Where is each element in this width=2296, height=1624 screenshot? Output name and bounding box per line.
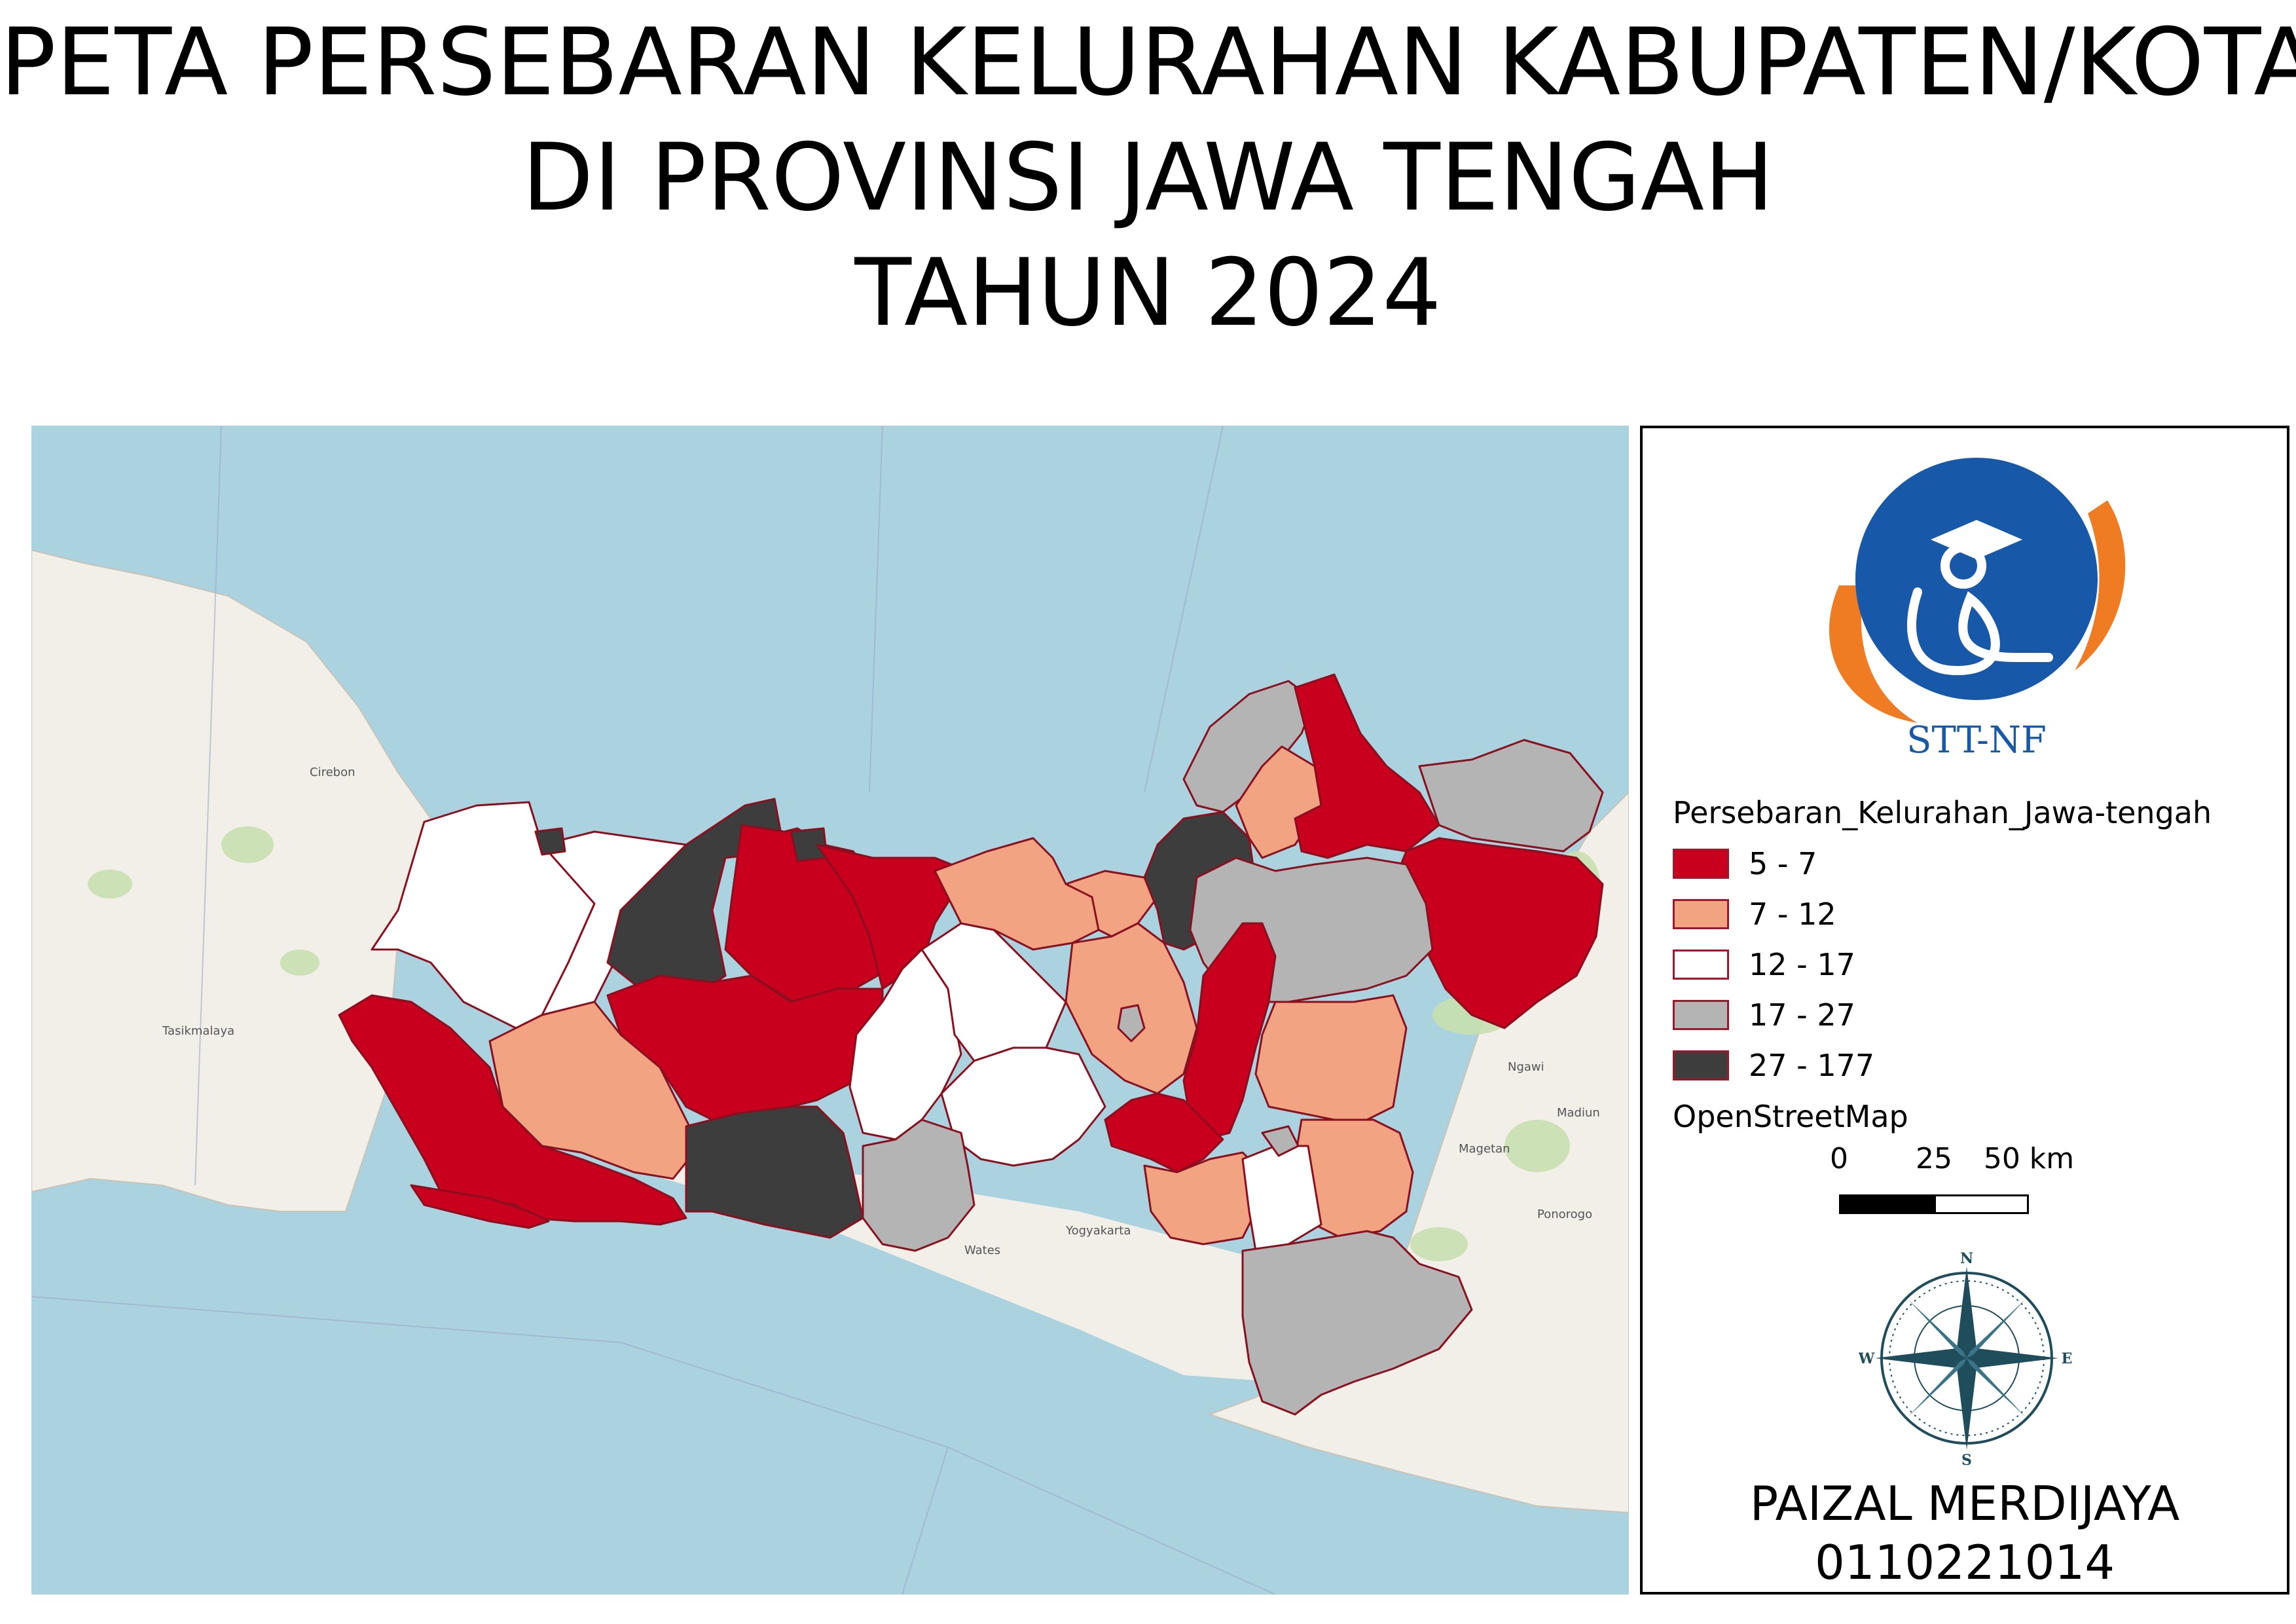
map-title: PETA PERSEBARAN KELURAHAN KABUPATEN/KOTA… (0, 0, 2296, 351)
author-id: 0110221014 (1814, 1535, 2115, 1590)
scale-tick-label: 0 (1830, 1142, 1848, 1175)
region-jepara[interactable] (1182, 680, 1316, 813)
compass-rose-icon: N S E W (1859, 1250, 2073, 1466)
legend-swatch (1673, 1000, 1729, 1030)
basemap-label: OpenStreetMap (1673, 1099, 1908, 1134)
label-tasikmalaya: Tasikmalaya (162, 1024, 234, 1038)
region-nusakambangan[interactable] (410, 1184, 550, 1229)
label-cirebon: Cirebon (310, 766, 355, 779)
scale-segment-black (1839, 1194, 1934, 1214)
label-ponorogo: Ponorogo (1537, 1208, 1592, 1221)
compass-s: S (1961, 1452, 1972, 1466)
legend-label: 7 - 12 (1749, 896, 1836, 932)
regions (338, 673, 1604, 1416)
label-wates: Wates (964, 1244, 1000, 1257)
legend-swatch (1673, 849, 1729, 879)
legend-label: 12 - 17 (1749, 947, 1855, 982)
legend-item: 5 - 7 (1673, 846, 1817, 881)
region-purworejo[interactable] (862, 1118, 975, 1252)
legend-label: 5 - 7 (1749, 846, 1817, 881)
legend-label: 17 - 27 (1749, 997, 1855, 1033)
legend-item: 17 - 27 (1673, 997, 1855, 1033)
region-boyolali[interactable] (1182, 922, 1277, 1141)
region-kota-pekalongan[interactable] (790, 827, 828, 862)
legend-item: 27 - 177 (1673, 1048, 1875, 1083)
legend-item: 7 - 12 (1673, 896, 1836, 932)
legend-item: 12 - 17 (1673, 947, 1855, 982)
map-canvas[interactable]: Cirebon Tasikmalaya Yogyakarta Wates Nga… (31, 426, 1629, 1595)
region-klaten[interactable] (1104, 1092, 1224, 1173)
scale-tick-label: 25 (1916, 1142, 1952, 1175)
scale-bar: 0 25 50 km (1830, 1142, 2075, 1214)
logo-orange-ring-right (2075, 500, 2126, 671)
choropleth-map: Cirebon Tasikmalaya Yogyakarta Wates Nga… (31, 426, 1629, 1595)
logo-head (1941, 543, 1986, 589)
region-kota-solo[interactable] (1261, 1125, 1300, 1157)
label-madiun: Madiun (1557, 1106, 1600, 1120)
legend-title: Persebaran_Kelurahan_Jawa-tengah (1673, 795, 2212, 830)
graticule-lines (31, 426, 1276, 1595)
author-name: PAIZAL MERDIJAYA (1749, 1476, 2180, 1531)
legend-panel: STT-NF Persebaran_Kelurahan_Jawa-tengah … (1640, 426, 2289, 1595)
region-kota-tegal[interactable] (534, 827, 566, 856)
compass-n: N (1960, 1250, 1973, 1267)
logo-orange-ring-left (1829, 585, 1918, 723)
legend-swatch (1673, 1050, 1729, 1080)
region-batang[interactable] (816, 843, 969, 990)
logo-text: STT-NF (1906, 719, 2047, 762)
label-yogyakarta: Yogyakarta (1065, 1224, 1131, 1238)
logo-figure (1906, 587, 2053, 676)
region-cilacap[interactable] (338, 994, 687, 1226)
map-title-line-2: DI PROVINSI JAWA TENGAH (522, 124, 1774, 232)
map-title-line-3: TAHUN 2024 (854, 239, 1442, 347)
region-magelang[interactable] (940, 1046, 1106, 1167)
label-ngawi: Ngawi (1508, 1060, 1544, 1074)
label-magetan: Magetan (1459, 1142, 1510, 1156)
scale-tick-label: 50 km (1983, 1142, 2075, 1175)
scale-segment-white (1934, 1194, 2029, 1214)
region-rembang[interactable] (1418, 739, 1604, 853)
legend-swatch (1673, 950, 1729, 980)
map-title-line-1: PETA PERSEBARAN KELURAHAN KABUPATEN/KOTA (0, 9, 2296, 117)
legend-label: 27 - 177 (1749, 1048, 1875, 1083)
legend-swatch (1673, 899, 1729, 929)
compass-e: E (2062, 1350, 2073, 1367)
region-karanganyar[interactable] (1254, 994, 1408, 1121)
region-wonogiri[interactable] (1241, 1230, 1473, 1416)
region-kebumen[interactable] (685, 1105, 864, 1239)
region-pati[interactable] (1294, 673, 1440, 859)
stt-nf-logo: STT-NF (1829, 458, 2126, 762)
region-salatiga[interactable] (1117, 1004, 1146, 1043)
compass-w: W (1859, 1350, 1875, 1367)
